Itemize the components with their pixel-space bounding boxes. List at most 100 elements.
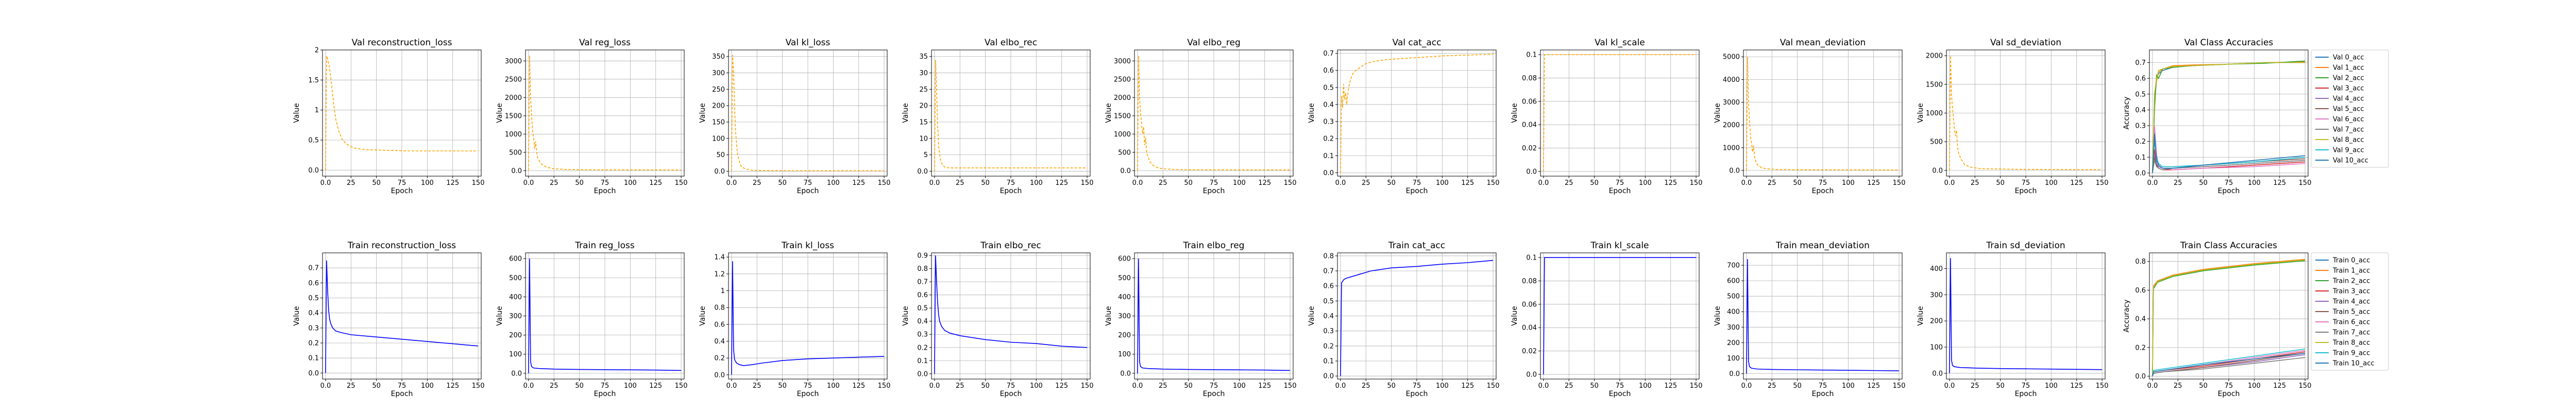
- y-tick-label: 0.0: [1932, 370, 1943, 377]
- y-tick-label: 0.0: [714, 168, 725, 176]
- x-axis-label: Epoch: [797, 187, 819, 195]
- y-tick-label: 1.2: [714, 270, 725, 278]
- chart-title: Train elbo_reg: [1183, 241, 1245, 251]
- x-tick-label: 25: [1159, 179, 1167, 187]
- x-tick-label: 50: [1590, 179, 1599, 187]
- y-tick-label: 0.4: [2135, 316, 2146, 323]
- x-tick-label: 125: [1461, 179, 1474, 187]
- x-tick-label: 0.0: [320, 179, 331, 187]
- y-tick-label: 500: [1727, 293, 1740, 301]
- chart-panel-19: 0.0 25 50 75 100 125 150 0.0 100 200 300 400 Train s…: [1917, 241, 2108, 398]
- y-tick-label: 300: [1930, 291, 1943, 299]
- x-tick-label: 150: [1893, 179, 1906, 187]
- x-tick-label: 100: [624, 179, 637, 187]
- chart-panel-9: 0.0 25 50 75 100 125 150 0.0 500 1000 1500 2000 Val …: [1917, 38, 2108, 195]
- legend-entry: Val 0_acc: [2333, 54, 2364, 62]
- x-tick-label: 125: [852, 382, 865, 390]
- legend-entry: Val 5_acc: [2333, 106, 2364, 113]
- x-tick-label: 100: [1030, 382, 1043, 390]
- chart-title: Train reconstruction_loss: [347, 241, 456, 251]
- x-tick-label: 50: [1793, 382, 1802, 390]
- x-tick-label: 0.0: [1335, 382, 1346, 390]
- chart-panel-5: 0.0 25 50 75 100 125 150 0.0 500 1000 1500 2000 2500…: [1105, 38, 1296, 195]
- legend-entry: Val 9_acc: [2333, 147, 2364, 154]
- x-tick-label: 150: [1487, 179, 1500, 187]
- y-tick-label: 0.3: [1323, 118, 1334, 126]
- y-tick-label: 400: [509, 294, 522, 301]
- y-tick-label: 1.5: [308, 77, 319, 84]
- x-tick-label: 100: [421, 179, 434, 187]
- y-tick-label: 400: [1118, 294, 1131, 301]
- x-tick-label: 25: [956, 179, 964, 187]
- x-tick-label: 125: [1258, 179, 1271, 187]
- y-tick-label: 0.08: [1522, 278, 1537, 285]
- legend-entry: Val 4_acc: [2333, 95, 2364, 103]
- y-tick-label: 3000: [505, 58, 522, 65]
- chart-panel-18: 0.0 25 50 75 100 125 150 0.0 100 200 300 400 500 600 7…: [1714, 241, 1905, 398]
- y-tick-label: 0.1: [2135, 154, 2146, 162]
- y-tick-label: 0.04: [1522, 324, 1537, 332]
- x-tick-label: 100: [1842, 382, 1855, 390]
- y-axis-label: Value: [902, 306, 910, 325]
- y-tick-label: 0.0: [1932, 167, 1943, 175]
- x-axis-label: Epoch: [391, 390, 413, 398]
- y-tick-label: 1500: [1926, 81, 1943, 89]
- y-tick-label: 600: [509, 255, 522, 263]
- y-tick-label: 1000: [505, 131, 522, 139]
- series-line-train-8_acc: [2152, 260, 2306, 376]
- y-tick-label: 200: [1727, 339, 1740, 347]
- x-tick-label: 25: [550, 382, 558, 390]
- series-line-1: [528, 55, 682, 171]
- chart-panel-8: 0.0 25 50 75 100 125 150 0.0 1000 2000 3000 4000 500…: [1714, 38, 1905, 195]
- y-axis-label: Value: [1308, 103, 1316, 123]
- y-tick-label: 3000: [1723, 99, 1740, 107]
- y-tick-label: 200: [1930, 318, 1943, 325]
- y-tick-label: 0.0: [1323, 169, 1334, 177]
- x-tick-label: 25: [1565, 382, 1573, 390]
- x-tick-label: 50: [1793, 179, 1802, 187]
- x-axis-label: Epoch: [1812, 187, 1834, 195]
- x-tick-label: 125: [1664, 382, 1677, 390]
- y-axis-label: Value: [1917, 103, 1925, 123]
- y-tick-label: 2500: [505, 76, 522, 83]
- x-axis-label: Epoch: [2015, 390, 2037, 398]
- x-tick-label: 125: [2070, 179, 2083, 187]
- series-line-1: [934, 60, 1088, 171]
- x-tick-label: 150: [878, 179, 891, 187]
- x-axis-label: Epoch: [1000, 390, 1022, 398]
- series-line-1: [1746, 259, 1900, 374]
- x-tick-label: 125: [2070, 382, 2083, 390]
- chart-title: Train sd_deviation: [1986, 241, 2065, 251]
- y-tick-label: 4000: [1723, 76, 1740, 84]
- series-line-1: [1949, 258, 2103, 373]
- y-tick-label: 0.3: [308, 324, 319, 332]
- y-tick-label: 0.1: [1526, 254, 1537, 262]
- x-tick-label: 100: [624, 382, 637, 390]
- x-axis-label: Epoch: [797, 390, 819, 398]
- x-axis-label: Epoch: [1406, 187, 1428, 195]
- x-tick-label: 75: [1413, 382, 1421, 390]
- chart-title: Val kl_scale: [1595, 38, 1645, 48]
- x-axis-label: Epoch: [1203, 187, 1225, 195]
- y-tick-label: 10: [919, 135, 928, 143]
- x-tick-label: 125: [446, 179, 459, 187]
- x-tick-label: 125: [1867, 179, 1880, 187]
- chart-panel-20: 0.0 25 50 75 100 125 150 0.0 0.2 0.4 0.6 0.8 Train C…: [2123, 241, 2389, 398]
- x-tick-label: 75: [1616, 382, 1624, 390]
- x-tick-label: 75: [2225, 382, 2233, 390]
- series-line-1: [1543, 257, 1697, 374]
- x-axis-label: Epoch: [2218, 390, 2240, 398]
- y-tick-label: 1500: [1114, 112, 1131, 120]
- x-tick-label: 75: [804, 382, 812, 390]
- y-tick-label: 0.1: [1323, 358, 1334, 366]
- x-tick-label: 75: [1210, 382, 1218, 390]
- y-tick-label: 400: [1930, 265, 1943, 273]
- series-line-1: [934, 255, 1088, 374]
- series-line-1: [1746, 57, 1900, 171]
- x-tick-label: 150: [472, 179, 485, 187]
- y-tick-label: 0.4: [1323, 101, 1334, 109]
- y-axis-label: Value: [1308, 306, 1316, 325]
- x-tick-label: 125: [649, 382, 662, 390]
- y-tick-label: 0.0: [1120, 167, 1131, 175]
- y-tick-label: 500: [509, 274, 522, 282]
